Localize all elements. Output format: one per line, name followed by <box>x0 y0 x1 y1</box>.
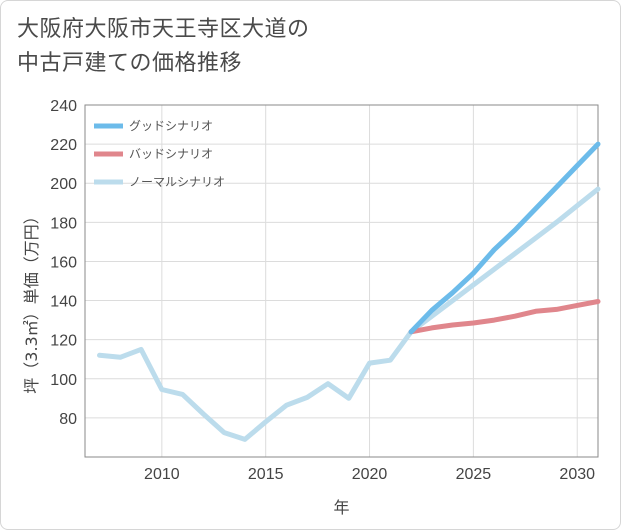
x-tick-label: 2030 <box>559 466 595 483</box>
chart-title-line-2: 中古戸建ての価格推移 <box>17 51 243 76</box>
legend-label-1: バッドシナリオ <box>129 147 213 161</box>
y-tick-label: 80 <box>59 411 77 428</box>
y-tick-label: 220 <box>50 137 77 154</box>
legend-label-0: グッドシナリオ <box>129 119 213 133</box>
chart-title-line-1: 大阪府大阪市天王寺区大道の <box>17 17 310 42</box>
x-tick-label: 2025 <box>456 466 492 483</box>
x-axis-ticks: 2010 2015 2020 2025 2030 <box>144 466 595 483</box>
plot-frame <box>84 104 599 458</box>
legend-label-2: ノーマルシナリオ <box>129 175 225 189</box>
x-axis-label: 年 <box>333 498 349 517</box>
chart-title: 大阪府大阪市天王寺区大道の 中古戸建ての価格推移 <box>17 13 577 81</box>
y-tick-label: 140 <box>50 294 77 311</box>
y-tick-label: 240 <box>50 98 77 115</box>
y-tick-label: 200 <box>50 176 77 193</box>
y-tick-label: 100 <box>50 372 77 389</box>
x-tick-label: 2020 <box>352 466 388 483</box>
series-lines <box>97 141 601 442</box>
x-tick-label: 2010 <box>144 466 180 483</box>
series-line-1 <box>408 299 601 335</box>
series-line-0 <box>408 141 601 335</box>
grid-lines <box>85 104 598 457</box>
y-axis-label: 坪（3.3㎡）単価（万円） <box>22 208 41 393</box>
series-line-2 <box>97 186 601 442</box>
y-tick-label: 120 <box>50 333 77 350</box>
y-axis-ticks: 80 100 120 140 160 180 200 220 240 <box>50 98 77 428</box>
y-tick-label: 180 <box>50 215 77 232</box>
y-tick-label: 160 <box>50 254 77 271</box>
x-tick-label: 2015 <box>248 466 284 483</box>
